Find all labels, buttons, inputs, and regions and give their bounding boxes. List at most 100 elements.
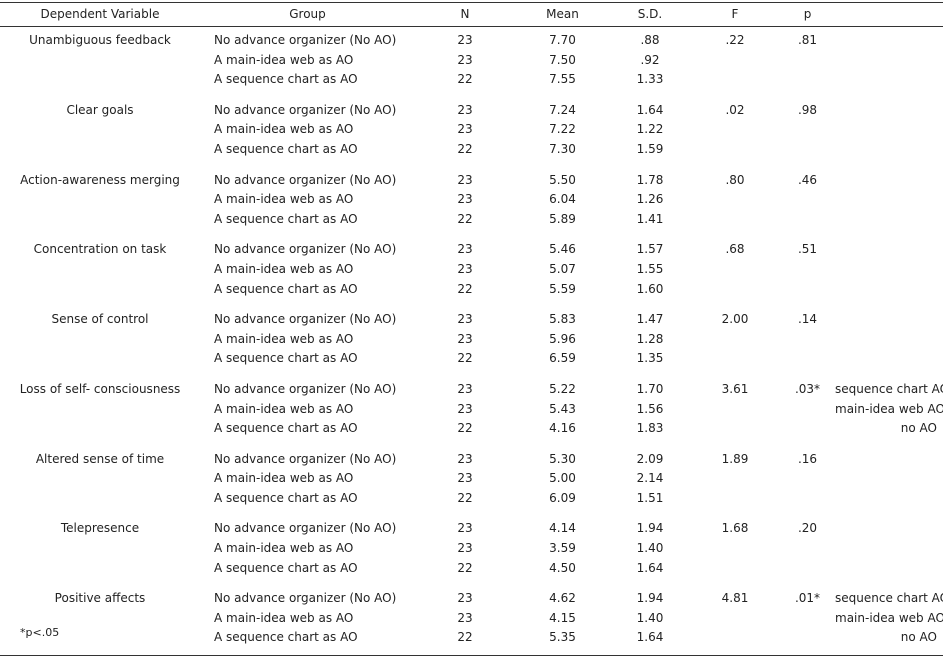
f-value-cell [690,70,780,97]
f-value-cell: 2.00 [721,312,749,327]
table-row: A main-idea web as AO 23 7.22 1.22 [0,120,943,140]
mean-cell: 4.62 [549,591,576,606]
header-dependent-variable: Dependent Variable [0,2,200,27]
table-row: Unambiguous feedback No advance organizer… [0,27,943,51]
n-cell: 23 [457,102,473,117]
sd-cell: 1.41 [636,211,664,226]
p-value-cell [780,469,835,489]
n-cell: 23 [457,192,473,207]
sd-cell: 1.70 [636,381,664,396]
table-header: Dependent Variable Group N Mean S.D. F p [0,2,943,27]
f-value-cell [690,419,780,446]
table-row: A sequence chart as AO 22 7.55 1.33 [0,70,943,97]
table-row: A sequence chart as AO 22 4.16 1.83 no AO [0,419,943,446]
group-cell: No advance organizer (No AO) [214,312,397,327]
f-value-cell: .68 [725,242,745,257]
table-row: A sequence chart as AO 22 6.59 1.35 [0,349,943,376]
posthoc-note-cell [835,51,943,71]
posthoc-note-cell [835,167,943,191]
group-cell: A main-idea web as AO [214,331,354,346]
f-value-cell [690,628,780,656]
dependent-variable-cell [0,140,200,167]
p-value-cell [780,70,835,97]
mean-cell: 5.46 [549,242,576,257]
group-cell: A sequence chart as AO [214,211,358,226]
dependent-variable-cell: Concentration on task [33,242,167,257]
mean-cell: 7.30 [549,141,576,156]
sd-cell: 1.94 [636,521,664,536]
sd-cell: 1.60 [636,281,664,296]
table-row: Altered sense of time No advance organize… [0,446,943,470]
f-value-cell [690,330,780,350]
dependent-variable-cell: Altered sense of time [35,451,165,466]
sd-cell: 1.33 [636,72,664,87]
dependent-variable-cell: Sense of control [51,312,149,327]
n-cell: 23 [457,242,473,257]
sd-cell: 1.51 [636,490,664,505]
p-value-cell [780,140,835,167]
table-row: A sequence chart as AO 22 5.89 1.41 [0,210,943,237]
mean-cell: 3.59 [549,541,576,556]
group-cell: A sequence chart as AO [214,560,358,575]
table-body: Unambiguous feedback No advance organizer… [0,27,943,656]
n-cell: 23 [457,610,473,625]
dependent-variable-cell [0,349,200,376]
p-value-cell [780,489,835,516]
p-value-cell [780,51,835,71]
posthoc-note-cell [835,140,943,167]
posthoc-note-cell [835,559,943,586]
sd-cell: 1.35 [636,351,664,366]
p-value-cell [780,628,835,656]
mean-cell: 5.00 [549,471,576,486]
n-cell: 22 [457,141,473,156]
f-value-cell: 1.89 [721,451,749,466]
f-value-cell: 3.61 [721,381,749,396]
mean-cell: 5.22 [549,381,576,396]
n-cell: 23 [457,401,473,416]
mean-cell: 6.09 [549,490,576,505]
posthoc-note-cell [835,210,943,237]
p-value-cell: .98 [797,102,818,117]
mean-cell: 5.50 [549,172,576,187]
table-row: Telepresence No advance organizer (No AO)… [0,515,943,539]
f-value-cell [690,210,780,237]
posthoc-note-cell [835,70,943,97]
sd-cell: 1.57 [636,242,664,257]
mean-cell: 7.70 [549,33,576,47]
p-value-cell [780,400,835,420]
n-cell: 23 [457,172,473,187]
table-row: Concentration on task No advance organize… [0,236,943,260]
f-value-cell: .22 [725,33,745,47]
sd-cell: 1.56 [636,401,664,416]
f-value-cell [690,400,780,420]
mean-cell: 5.35 [515,628,610,656]
n-cell: 22 [457,72,473,87]
mean-cell: 4.14 [549,521,576,536]
dependent-variable-cell [0,489,200,516]
f-value-cell [690,280,780,307]
p-value-cell: .20 [797,521,818,536]
posthoc-note-cell [835,306,943,330]
mean-cell: 7.55 [549,72,576,87]
p-value-cell [780,330,835,350]
sd-cell: 1.64 [610,628,690,656]
table-row: Loss of self- consciousness No advance or… [0,376,943,400]
group-cell: A main-idea web as AO [214,610,354,625]
p-value-cell [780,260,835,280]
mean-cell: 4.50 [549,560,576,575]
table-row: A main-idea web as AO 23 5.43 1.56 main-idea… [0,400,943,420]
p-value-cell [780,120,835,140]
n-cell: 23 [457,52,473,67]
group-cell: No advance organizer (No AO) [214,451,397,466]
posthoc-note-cell [835,280,943,307]
sd-cell: 2.14 [636,471,664,486]
sd-cell: 1.28 [636,331,664,346]
n-cell: 23 [457,521,473,536]
posthoc-note-cell [835,27,943,51]
p-value-cell: .81 [797,33,818,47]
posthoc-note-cell [835,489,943,516]
n-cell: 22 [457,211,473,226]
posthoc-note-cell: no AO [900,421,937,436]
n-cell: 23 [457,541,473,556]
table-row: A main-idea web as AO 23 5.00 2.14 [0,469,943,489]
